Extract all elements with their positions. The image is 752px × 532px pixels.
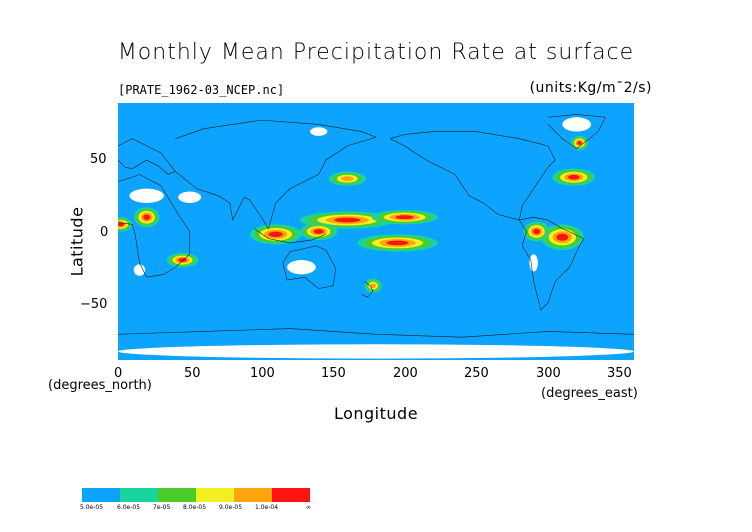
precip-north-pacific-storm-level-4 [341, 176, 354, 182]
nodata-australia [287, 260, 316, 275]
coast-europe [118, 138, 176, 175]
coast-north-america [390, 131, 556, 221]
x-tick-label: 200 [393, 366, 418, 381]
precip-greenland-south-level-5 [577, 141, 582, 145]
precip-north-atlantic-storm-level-5 [567, 174, 580, 180]
colorbar-label: 5.0e-05 [80, 504, 104, 511]
colorbar-label: 1.0e-04 [255, 504, 279, 511]
coast-asia [175, 119, 377, 230]
nodata-layer [118, 117, 634, 359]
colorbar-label: 7e-05 [153, 504, 171, 511]
precip-mozambique-channel-level-5 [178, 258, 187, 263]
y-tick-label: 50 [90, 152, 107, 167]
colorbar-swatch-3 [196, 488, 234, 502]
colorbar-swatch-1 [120, 488, 158, 502]
x-axis-label: Longitude [333, 404, 419, 423]
y-axis-units: (degrees_north) [48, 378, 152, 393]
nodata-greenland [562, 117, 591, 132]
coast-australia [282, 245, 337, 289]
colorbar-swatch-4 [234, 488, 272, 502]
x-axis-units: (degrees_east) [541, 386, 638, 401]
colorbar-swatch-2 [158, 488, 196, 502]
y-tick-label: −50 [80, 297, 108, 312]
x-tick-label: 100 [250, 366, 275, 381]
chart-title: Monthly Mean Precipitation Rate at surfa… [117, 40, 635, 65]
colorbar [82, 488, 310, 502]
x-tick-label: 250 [464, 366, 489, 381]
nodata-arabia [178, 191, 202, 203]
precip-new-zealand-level-4 [370, 283, 376, 289]
coastlines [118, 114, 634, 338]
precip-spcz-level-5 [386, 240, 409, 246]
precip-pacific-itcz-level-5 [334, 217, 361, 223]
coast-south-america [519, 216, 585, 311]
coast-indonesia [254, 228, 326, 244]
units-label: (units:Kg/m¯2/s) [529, 80, 652, 96]
colorbar-label: 8.0e-05 [183, 504, 207, 511]
x-tick-label: 150 [321, 366, 346, 381]
precip-brazil-level-5 [556, 233, 569, 241]
file-label: [PRATE_1962-03_NCEP.nc] [118, 83, 285, 97]
y-axis-label: Latitude [67, 206, 87, 277]
x-tick-label: 50 [184, 366, 201, 381]
colorbar-label: 6.0e-05 [117, 504, 141, 511]
precipitation-layer [118, 135, 596, 293]
coast-africa [118, 174, 190, 278]
x-tick-label: 0 [114, 366, 123, 381]
colorbar-swatch-5 [272, 488, 310, 502]
y-tick-label: 0 [100, 225, 109, 240]
precip-pacific-itcz-east-level-5 [395, 215, 414, 220]
nodata-antarctica [118, 344, 634, 359]
precip-indonesia-level-5 [268, 231, 283, 238]
precip-amazon-west-level-5 [533, 228, 541, 235]
coast-greenland [547, 114, 606, 150]
colorbar-label: ∞ [306, 504, 311, 511]
x-tick-label: 350 [607, 366, 632, 381]
nodata-sahara [129, 188, 164, 203]
nodata-south-africa-west [133, 264, 146, 276]
x-tick-label: 300 [536, 366, 561, 381]
colorbar-label: 9.0e-05 [219, 504, 243, 511]
coast-antarctica [118, 328, 634, 338]
nodata-siberia-north [310, 127, 328, 136]
nodata-atacama [529, 254, 538, 272]
coast-new-zealand [361, 281, 374, 298]
precipitation-map [118, 103, 634, 360]
precip-indonesia-east-level-5 [313, 229, 324, 234]
precip-central-africa-level-5 [143, 214, 151, 220]
colorbar-swatch-0 [82, 488, 120, 502]
